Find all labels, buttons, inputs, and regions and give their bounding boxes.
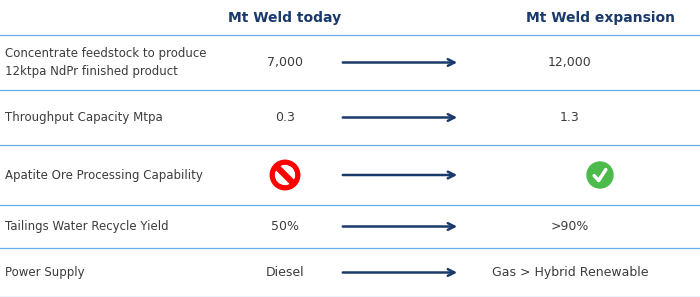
Text: 12,000: 12,000 [548, 56, 592, 69]
Text: Mt Weld expansion: Mt Weld expansion [526, 11, 675, 25]
Circle shape [272, 162, 298, 188]
Text: 50%: 50% [271, 220, 299, 233]
Text: Apatite Ore Processing Capability: Apatite Ore Processing Capability [5, 168, 203, 181]
Text: 1.3: 1.3 [560, 111, 580, 124]
Text: Throughput Capacity Mtpa: Throughput Capacity Mtpa [5, 111, 162, 124]
Text: Concentrate feedstock to produce
12ktpa NdPr finished product: Concentrate feedstock to produce 12ktpa … [5, 48, 206, 78]
Circle shape [587, 162, 613, 188]
Text: 0.3: 0.3 [275, 111, 295, 124]
Text: Tailings Water Recycle Yield: Tailings Water Recycle Yield [5, 220, 169, 233]
Text: Power Supply: Power Supply [5, 266, 85, 279]
Text: >90%: >90% [551, 220, 589, 233]
Text: 7,000: 7,000 [267, 56, 303, 69]
Text: Mt Weld today: Mt Weld today [228, 11, 342, 25]
Text: Gas > Hybrid Renewable: Gas > Hybrid Renewable [491, 266, 648, 279]
Circle shape [276, 165, 295, 184]
Text: Diesel: Diesel [266, 266, 304, 279]
